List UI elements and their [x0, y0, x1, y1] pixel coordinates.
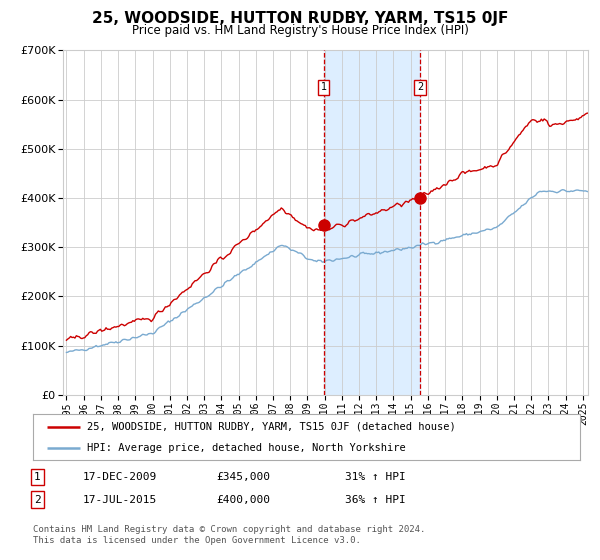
Text: 17-JUL-2015: 17-JUL-2015 — [83, 494, 157, 505]
Text: Price paid vs. HM Land Registry's House Price Index (HPI): Price paid vs. HM Land Registry's House … — [131, 24, 469, 36]
Text: HPI: Average price, detached house, North Yorkshire: HPI: Average price, detached house, Nort… — [86, 443, 406, 453]
Text: Contains HM Land Registry data © Crown copyright and database right 2024.
This d: Contains HM Land Registry data © Crown c… — [33, 525, 425, 545]
Text: 25, WOODSIDE, HUTTON RUDBY, YARM, TS15 0JF (detached house): 25, WOODSIDE, HUTTON RUDBY, YARM, TS15 0… — [86, 422, 455, 432]
Text: 31% ↑ HPI: 31% ↑ HPI — [345, 472, 406, 482]
Text: £400,000: £400,000 — [216, 494, 270, 505]
Text: 25, WOODSIDE, HUTTON RUDBY, YARM, TS15 0JF: 25, WOODSIDE, HUTTON RUDBY, YARM, TS15 0… — [92, 11, 508, 26]
Text: 2: 2 — [34, 494, 41, 505]
Text: 1: 1 — [321, 82, 327, 92]
Text: 17-DEC-2009: 17-DEC-2009 — [83, 472, 157, 482]
Bar — [324, 50, 420, 395]
Text: 2: 2 — [417, 82, 423, 92]
Text: 36% ↑ HPI: 36% ↑ HPI — [345, 494, 406, 505]
Text: 1: 1 — [34, 472, 41, 482]
Text: £345,000: £345,000 — [216, 472, 270, 482]
